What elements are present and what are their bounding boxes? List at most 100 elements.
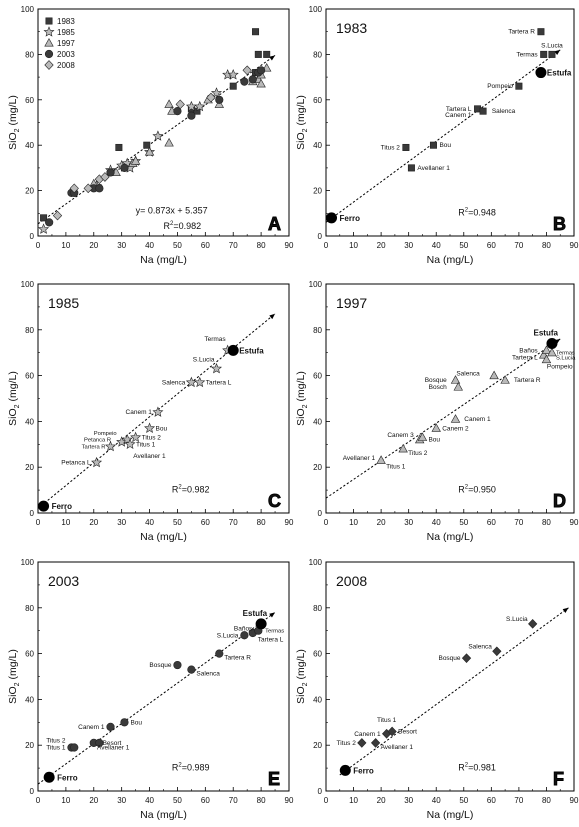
y-tick-label: 20 bbox=[313, 463, 322, 472]
x-tick-label: 60 bbox=[487, 518, 496, 527]
regression-arrowhead bbox=[562, 607, 569, 613]
data-point-star bbox=[194, 100, 206, 112]
data-point-circle bbox=[173, 660, 182, 670]
x-tick-label: 40 bbox=[145, 796, 154, 805]
y-tick-label: 60 bbox=[313, 650, 322, 659]
x-tick-label: 90 bbox=[285, 518, 294, 527]
x-tick-label: 40 bbox=[432, 796, 441, 805]
data-point-diamond bbox=[370, 738, 381, 748]
sample-label: Tartera R bbox=[514, 377, 541, 384]
data-point-circle bbox=[257, 66, 266, 75]
highlight-point-label: Ferro bbox=[353, 766, 374, 775]
legend-label: 1985 bbox=[57, 28, 75, 37]
x-tick-label: 10 bbox=[61, 241, 70, 250]
sample-label: Tartera L bbox=[446, 106, 472, 113]
x-tick-label: 70 bbox=[514, 796, 523, 805]
x-tick-label: 30 bbox=[117, 796, 126, 805]
x-tick-label: 90 bbox=[285, 241, 294, 250]
x-tick-label: 80 bbox=[542, 518, 551, 527]
x-tick-label: 50 bbox=[459, 518, 468, 527]
sample-label: Petanca L bbox=[61, 460, 91, 467]
data-point-diamond bbox=[242, 65, 252, 76]
data-point-square bbox=[252, 28, 260, 36]
data-point-triangle bbox=[256, 78, 266, 88]
y-tick-label: 0 bbox=[30, 787, 35, 796]
highlight-point-label: Estufa bbox=[547, 69, 572, 78]
data-point-circle bbox=[120, 163, 129, 172]
sample-label: Titus 2 bbox=[337, 740, 357, 747]
data-point-square bbox=[115, 143, 123, 151]
highlight-point-label: Ferro bbox=[52, 502, 73, 511]
x-tick-label: 80 bbox=[257, 796, 266, 805]
sample-label: Canem 1 bbox=[464, 416, 491, 423]
data-point-square bbox=[548, 50, 556, 58]
data-point-circle bbox=[240, 631, 249, 640]
data-point-diamond bbox=[206, 92, 216, 103]
regression-arrowhead bbox=[554, 49, 561, 56]
panel-year-title: 2003 bbox=[48, 573, 79, 589]
r-squared-exponent: 2 bbox=[465, 762, 469, 768]
data-point-circle bbox=[95, 738, 104, 748]
data-point-circle bbox=[70, 743, 79, 752]
y-tick-label: 40 bbox=[313, 695, 322, 704]
x-tick-label: 20 bbox=[377, 796, 386, 805]
data-point-star bbox=[210, 87, 222, 98]
sample-label: Canem 1 bbox=[78, 724, 105, 731]
sample-label: Tartera L bbox=[258, 636, 284, 643]
x-tick-label: 70 bbox=[229, 518, 238, 527]
data-point-square bbox=[402, 143, 410, 151]
sample-label: Titus 1 bbox=[136, 441, 156, 448]
panel-year-title: 1997 bbox=[336, 295, 367, 311]
data-point-diamond bbox=[461, 653, 472, 664]
data-point-square bbox=[254, 50, 262, 58]
data-point-star bbox=[227, 69, 239, 80]
sample-label: Termas bbox=[556, 351, 575, 357]
y-tick-label: 20 bbox=[25, 463, 34, 472]
sample-label: Pompeio bbox=[94, 431, 117, 437]
data-point-circle bbox=[173, 107, 182, 116]
data-point-circle bbox=[106, 168, 115, 177]
data-point-square bbox=[407, 164, 415, 172]
data-point-triangle bbox=[489, 370, 499, 380]
sample-label: S.Lucia bbox=[217, 632, 239, 639]
sample-label: Salenca bbox=[468, 643, 492, 650]
y-tick-label: 80 bbox=[25, 50, 34, 59]
r-squared: R2=0.950 bbox=[458, 484, 496, 494]
data-point-square bbox=[429, 141, 437, 149]
y-axis-label-main: SiO bbox=[7, 132, 19, 150]
legend-marker-diamond bbox=[44, 60, 54, 70]
highlight-point bbox=[535, 67, 547, 79]
y-axis-label: SiO2 (mg/L) bbox=[295, 95, 309, 150]
y-axis-label-subscript: 2 bbox=[302, 128, 309, 132]
data-point-diamond bbox=[528, 618, 538, 629]
panel-year-title: 1983 bbox=[336, 20, 367, 36]
r-squared: R2=0.989 bbox=[172, 762, 210, 772]
x-tick-label: 40 bbox=[432, 518, 441, 527]
y-tick-label: 100 bbox=[21, 558, 35, 567]
data-point-diamond bbox=[357, 738, 367, 748]
x-tick-label: 50 bbox=[173, 796, 182, 805]
x-tick-label: 40 bbox=[145, 241, 154, 250]
y-tick-label: 0 bbox=[318, 787, 323, 796]
legend-marker-triangle bbox=[44, 37, 54, 47]
sample-label: Bou bbox=[439, 142, 451, 149]
sample-label: S.Lucia bbox=[506, 616, 528, 623]
data-point-circle bbox=[106, 722, 115, 731]
data-point-triangle bbox=[417, 432, 428, 441]
panel-year-title: 2008 bbox=[336, 573, 367, 589]
sample-label: Termas bbox=[204, 336, 226, 343]
x-tick-label: 50 bbox=[459, 241, 468, 250]
data-point-diamond bbox=[175, 99, 185, 110]
y-tick-label: 0 bbox=[30, 232, 35, 241]
y-tick-label: 80 bbox=[313, 50, 322, 59]
x-tick-label: 10 bbox=[349, 518, 358, 527]
data-point-circle bbox=[240, 77, 249, 86]
data-point-star bbox=[91, 456, 103, 468]
plot-frame bbox=[37, 8, 290, 237]
data-point-triangle bbox=[376, 455, 386, 464]
y-tick-label: 20 bbox=[313, 741, 322, 750]
y-tick-label: 40 bbox=[25, 141, 34, 150]
data-point-square bbox=[479, 107, 487, 115]
panel-e: 0 10 20 30 40 50 60 70 80 90 0 20 40 60 80 100 Na (mg/L)… bbox=[7, 558, 294, 821]
